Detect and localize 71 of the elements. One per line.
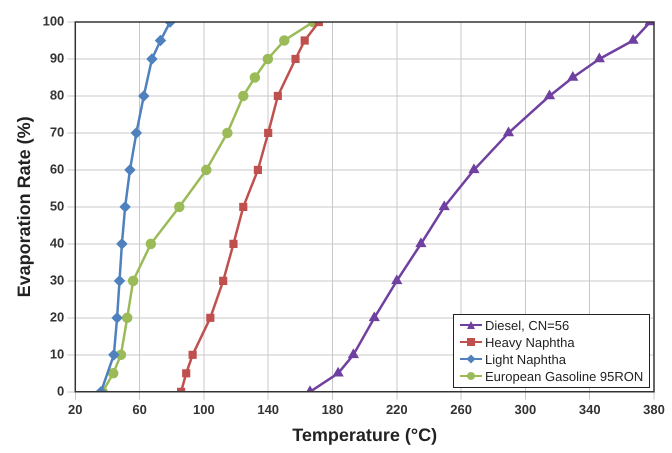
x-tick-label: 300 xyxy=(514,402,536,418)
y-tick-label: 80 xyxy=(50,88,64,103)
point xyxy=(594,54,604,62)
point xyxy=(108,368,118,379)
point xyxy=(138,90,150,102)
x-tick-label: 180 xyxy=(322,402,344,418)
x-tick-label: 20 xyxy=(68,402,83,418)
point xyxy=(628,35,638,44)
point xyxy=(300,36,309,45)
y-tick-label: 40 xyxy=(50,235,64,250)
legend-label: Diesel, CN=56 xyxy=(485,316,570,334)
point xyxy=(469,164,479,174)
point xyxy=(112,312,122,324)
point xyxy=(264,128,272,138)
point xyxy=(114,276,125,286)
point xyxy=(568,72,578,81)
point xyxy=(108,350,120,360)
point xyxy=(128,276,138,286)
x-tick-label: 380 xyxy=(643,402,665,418)
point xyxy=(116,350,126,360)
legend-label: Heavy Naphtha xyxy=(485,334,575,351)
y-tick-label: 10 xyxy=(50,346,64,362)
point xyxy=(146,238,156,250)
point xyxy=(348,350,358,358)
point xyxy=(182,369,190,378)
point xyxy=(262,54,274,64)
y-tick-label: 70 xyxy=(50,124,64,140)
point xyxy=(254,166,262,174)
point xyxy=(155,35,166,46)
point xyxy=(239,202,248,211)
y-axis-title: Evaporation Rate (%) xyxy=(14,116,34,298)
y-tick-label: 0 xyxy=(57,383,64,398)
point xyxy=(279,35,290,46)
point xyxy=(201,164,212,176)
point xyxy=(120,202,130,212)
point xyxy=(146,54,158,64)
point xyxy=(291,54,300,64)
point xyxy=(416,238,426,248)
point xyxy=(116,238,128,250)
y-tick-label: 100 xyxy=(42,14,64,29)
point xyxy=(206,314,214,322)
point xyxy=(250,72,260,83)
point xyxy=(124,164,136,176)
y-tick-label: 30 xyxy=(50,272,64,288)
point xyxy=(274,92,282,100)
point xyxy=(174,202,185,212)
point xyxy=(122,312,132,324)
point xyxy=(219,276,228,285)
legend-label: European Gasoline 95RON xyxy=(485,368,644,385)
point xyxy=(238,90,249,102)
point xyxy=(188,350,197,359)
legend-label: Light Naphtha xyxy=(485,350,566,368)
y-tick-label: 20 xyxy=(50,309,64,324)
point xyxy=(333,368,343,377)
x-tick-label: 100 xyxy=(193,402,215,418)
y-tick-label: 90 xyxy=(50,50,64,66)
point xyxy=(504,128,514,136)
point xyxy=(222,128,233,138)
point xyxy=(370,312,380,322)
x-tick-label: 260 xyxy=(450,402,472,418)
point xyxy=(392,276,402,284)
point xyxy=(131,128,142,138)
x-tick-label: 220 xyxy=(386,402,408,418)
x-tick-label: 60 xyxy=(132,402,147,418)
y-tick-label: 50 xyxy=(50,198,64,214)
y-tick-label: 60 xyxy=(50,162,64,176)
x-tick-label: 340 xyxy=(578,402,601,418)
point xyxy=(229,240,238,248)
x-axis-title: Temperature (°C) xyxy=(292,425,438,446)
point xyxy=(544,90,554,100)
x-tick-label: 140 xyxy=(257,402,280,418)
